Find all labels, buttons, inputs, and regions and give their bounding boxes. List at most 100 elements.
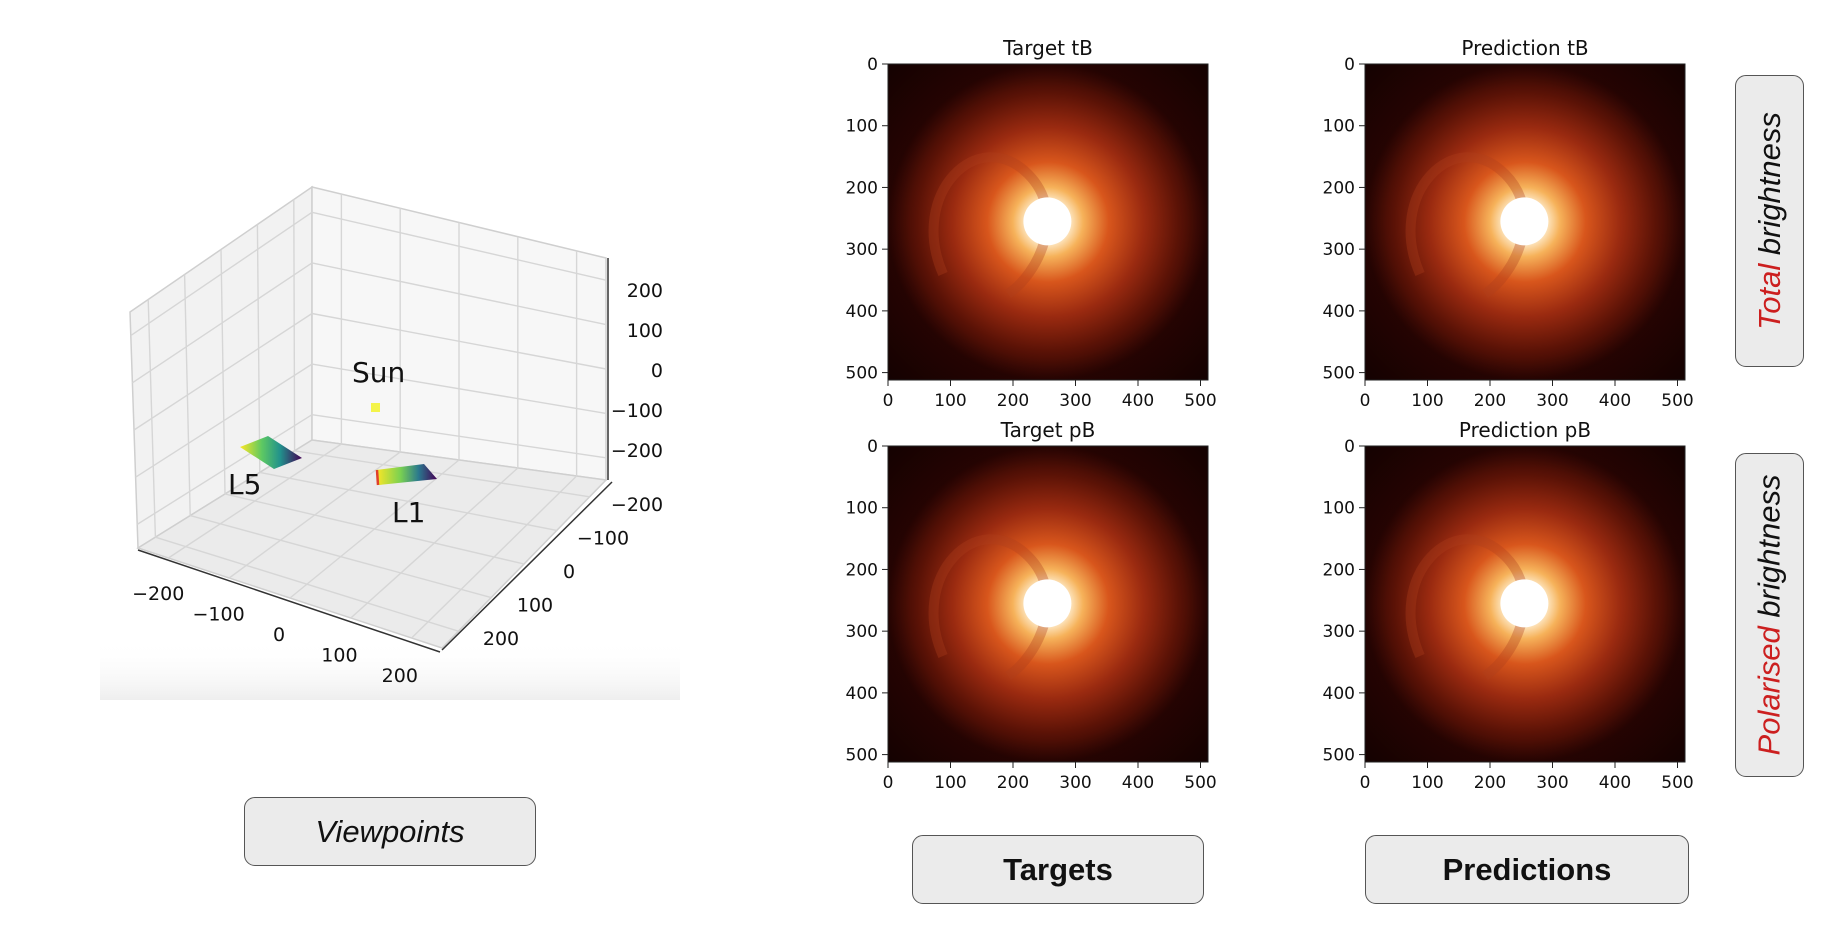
annotation-sun: Sun [352,356,405,389]
axes-frame [887,63,1209,381]
y-tick-label: 200 [483,628,519,650]
y-tick-label: 400 [1323,684,1355,704]
y-tick-label: 500 [1323,746,1355,766]
targets-label-text: Targets [1003,851,1113,887]
y-tick-label: 100 [1323,117,1355,137]
viewpoints-label-text: Viewpoints [315,813,465,849]
x-tick-label: 500 [1184,773,1216,793]
total-brightness-row-label: Total brightness [1735,75,1804,367]
annotation-l1: L1 [392,496,425,529]
y-tick-label: 400 [846,684,878,704]
y-tick-label: −100 [577,527,629,549]
x-tick-label: 100 [934,773,966,793]
x-tick-label: 200 [997,391,1029,411]
x-tick-label: 0 [1360,773,1371,793]
y-tick-label: 0 [867,437,878,457]
predictions-column-label: Predictions [1365,835,1689,904]
plot-floor-shade [100,640,680,700]
x-tick-label: 0 [273,624,285,646]
x-tick-label: 0 [883,391,894,411]
panel-title: Target tB [1002,36,1093,60]
y-tick-label: 0 [563,561,575,583]
y-tick-label: 100 [846,499,878,519]
y-tick-label: 0 [867,55,878,75]
y-tick-label: −200 [611,494,663,516]
l5-viewpoint-plane [240,436,302,469]
occulter-disk [1500,197,1549,246]
x-tick-label: 100 [1411,773,1443,793]
y-tick-label: 500 [846,746,878,766]
x-tick-label: 300 [1059,773,1091,793]
y-tick-label: 300 [1323,240,1355,260]
x-tick-label: −200 [132,583,184,605]
x-tick-label: 300 [1536,391,1568,411]
occulter-disk [1500,579,1549,628]
heatmap-panels: Target tB0 100 200 300 400 500010020030040050… [846,36,1694,793]
z-tick-label: 0 [651,360,663,382]
y-tick-label: 300 [846,240,878,260]
total-word: Total [1751,263,1787,330]
z-tick-label: −100 [611,400,663,422]
panel-title: Target pB [1000,418,1096,442]
x-tick-label: 0 [1360,391,1371,411]
x-tick-label: 100 [934,391,966,411]
y-tick-label: 500 [846,364,878,384]
heatmap-panel: Prediction tB0 100 200 300 400 50001002003004… [1323,36,1694,411]
x-tick-label: 200 [1474,391,1506,411]
occulter-disk [1023,197,1072,246]
y-tick-label: 500 [1323,364,1355,384]
polarised-brightness-text: Polarised brightness [1752,475,1788,756]
x-tick-label: 400 [1599,773,1631,793]
viewpoint-marks: Sun L5 L1 [228,356,437,529]
y-tick-label: 200 [1323,560,1355,580]
z-tick-label: −200 [611,440,663,462]
viewpoints-label: Viewpoints [244,797,536,866]
x-tick-label: 400 [1122,773,1154,793]
polarised-word: Polarised [1751,626,1787,756]
axes-frame [1364,63,1686,381]
heatmap-panel: Target tB0 100 200 300 400 500010020030040050… [846,36,1217,411]
sun-marker [371,403,380,412]
axis-tick-labels: −200−10001002002001000−100−2002001000−10… [132,280,663,687]
y-tick-label: 300 [1323,622,1355,642]
grid-lines [130,194,613,653]
y-tick-label: 100 [517,595,553,617]
total-brightness-text: Total brightness [1752,112,1788,330]
y-tick-label: 400 [1323,302,1355,322]
l1-viewpoint-plane [376,464,437,485]
y-tick-label: 100 [846,117,878,137]
panel-title: Prediction pB [1459,418,1591,442]
y-tick-label: 0 [1344,437,1355,457]
l1-plane-edge [375,469,380,486]
y-tick-label: 100 [1323,499,1355,519]
x-tick-label: 500 [1661,773,1693,793]
axes-frame [887,445,1209,763]
heatmap-panel: Target pB0 100 200 300 400 500010020030040050… [846,418,1217,793]
x-tick-label: 500 [1661,391,1693,411]
annotation-l5: L5 [228,468,261,501]
y-tick-label: 400 [846,302,878,322]
targets-column-label: Targets [912,835,1204,904]
polarised-brightness-row-label: Polarised brightness [1735,453,1804,777]
x-tick-label: 100 [321,644,357,666]
x-tick-label: 200 [1474,773,1506,793]
y-tick-label: 200 [846,178,878,198]
x-tick-label: 300 [1536,773,1568,793]
x-tick-label: 0 [883,773,894,793]
y-tick-label: 0 [1344,55,1355,75]
x-tick-label: −100 [193,604,245,626]
x-tick-label: 200 [997,773,1029,793]
y-tick-label: 200 [1323,178,1355,198]
y-tick-label: 200 [846,560,878,580]
x-tick-label: 300 [1059,391,1091,411]
z-tick-label: 200 [627,280,663,302]
x-tick-label: 100 [1411,391,1443,411]
z-tick-label: 100 [627,320,663,342]
y-tick-label: 300 [846,622,878,642]
brightness-word: brightness [1751,112,1787,256]
axes-frame [1364,445,1686,763]
x-tick-label: 400 [1122,391,1154,411]
occulter-disk [1023,579,1072,628]
heatmap-panel: Prediction pB0 100 200 300 400 50001002003004… [1323,418,1694,793]
